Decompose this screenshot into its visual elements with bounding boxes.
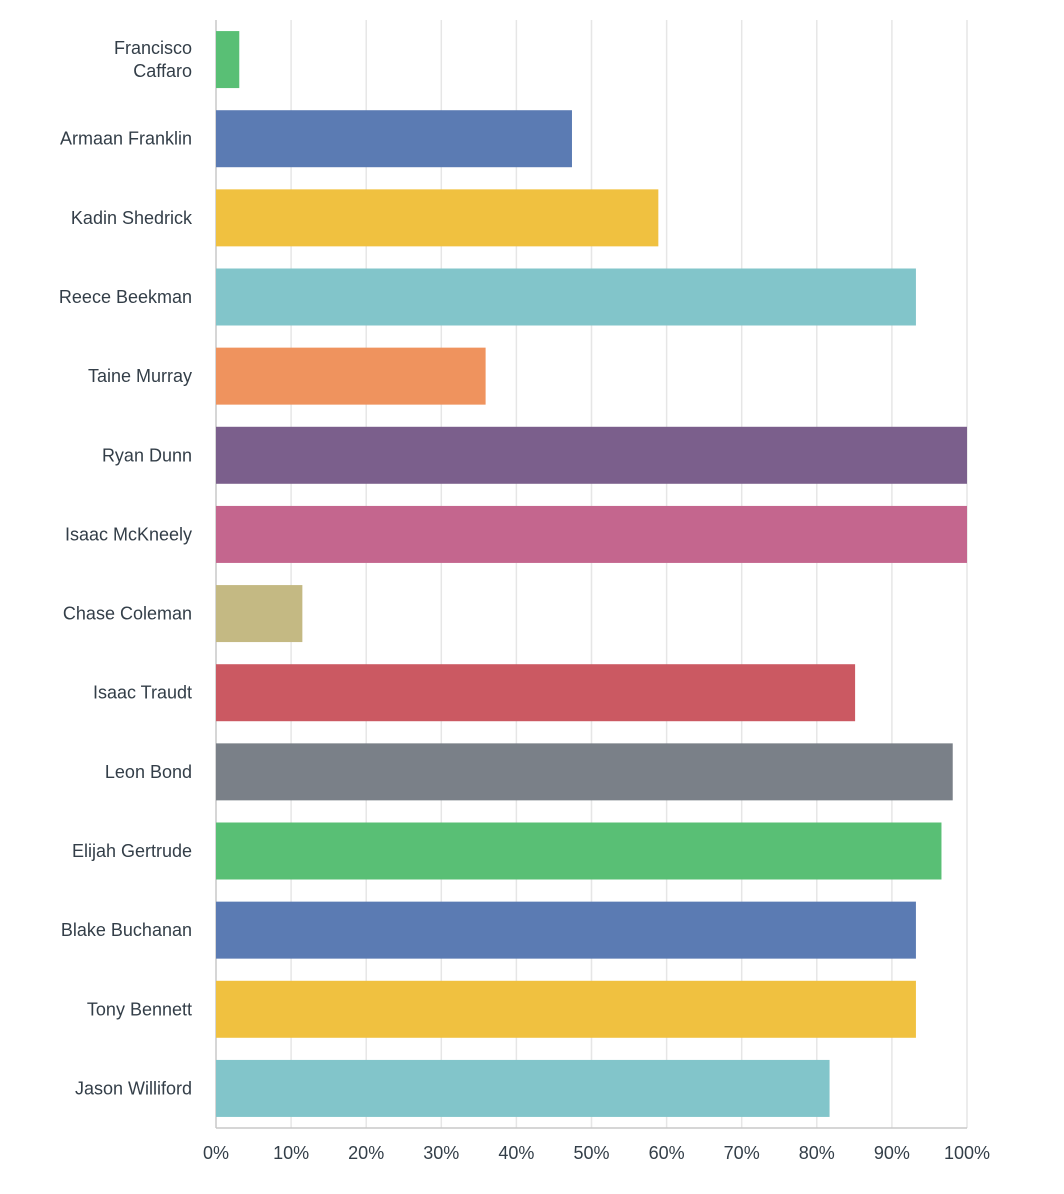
category-label-line: Taine Murray — [88, 366, 192, 386]
bar-jason-williford[interactable] — [216, 1059, 830, 1117]
bar-leon-bond[interactable] — [216, 743, 953, 801]
category-labels: Francisco Caffaro Armaan Franklin Kadin She… — [59, 38, 193, 1098]
x-tick-label-60pct: 60% — [649, 1143, 685, 1163]
category-label-armaan-franklin: Armaan Franklin — [60, 129, 192, 149]
category-label-jason-williford: Jason Williford — [75, 1078, 192, 1098]
x-tick-label-100pct: 100% — [944, 1143, 990, 1163]
grid-lines — [290, 20, 968, 1128]
category-label-line: Caffaro — [133, 61, 192, 81]
category-label-line: Reece Beekman — [59, 287, 192, 307]
category-label-chase-coleman: Chase Coleman — [63, 604, 192, 624]
x-tick-label-90pct: 90% — [874, 1143, 910, 1163]
bar-armaan-franklin[interactable] — [216, 110, 572, 168]
bar-reece-beekman[interactable] — [216, 268, 916, 326]
category-label-line: Isaac McKneely — [65, 524, 192, 544]
category-label-tony-bennett: Tony Bennett — [87, 999, 192, 1019]
bar-elijah-gertrude[interactable] — [216, 822, 942, 880]
bar-tony-bennett[interactable] — [216, 980, 916, 1038]
x-tick-label-40pct: 40% — [498, 1143, 534, 1163]
category-label-francisco-caffaro: Francisco Caffaro — [114, 38, 192, 81]
category-label-line: Tony Bennett — [87, 999, 192, 1019]
bar-isaac-traudt[interactable] — [216, 664, 856, 722]
bar-ryan-dunn[interactable] — [216, 426, 967, 484]
category-label-line: Blake Buchanan — [61, 920, 192, 940]
category-label-isaac-mckneely: Isaac McKneely — [65, 524, 192, 544]
bar-isaac-mckneely[interactable] — [216, 505, 967, 563]
category-label-line: Armaan Franklin — [60, 129, 192, 149]
category-label-line: Jason Williford — [75, 1078, 192, 1098]
category-label-line: Isaac Traudt — [93, 683, 192, 703]
bars — [216, 31, 967, 1117]
category-label-isaac-traudt: Isaac Traudt — [93, 683, 192, 703]
category-label-line: Elijah Gertrude — [72, 841, 192, 861]
category-label-line: Ryan Dunn — [102, 445, 192, 465]
x-tick-label-70pct: 70% — [724, 1143, 760, 1163]
category-label-kadin-shedrick: Kadin Shedrick — [71, 208, 193, 228]
x-tick-label-80pct: 80% — [799, 1143, 835, 1163]
category-label-reece-beekman: Reece Beekman — [59, 287, 192, 307]
category-label-elijah-gertrude: Elijah Gertrude — [72, 841, 192, 861]
category-label-ryan-dunn: Ryan Dunn — [102, 445, 192, 465]
category-label-line: Francisco — [114, 38, 192, 58]
bar-francisco-caffaro[interactable] — [216, 31, 240, 89]
bar-kadin-shedrick[interactable] — [216, 189, 659, 247]
bar-blake-buchanan[interactable] — [216, 901, 916, 959]
category-label-line: Chase Coleman — [63, 604, 192, 624]
category-label-leon-bond: Leon Bond — [105, 762, 192, 782]
bar-chase-coleman[interactable] — [216, 585, 303, 643]
category-label-taine-murray: Taine Murray — [88, 366, 192, 386]
category-label-line: Kadin Shedrick — [71, 208, 193, 228]
category-label-blake-buchanan: Blake Buchanan — [61, 920, 192, 940]
x-tick-label-30pct: 30% — [423, 1143, 459, 1163]
category-label-line: Leon Bond — [105, 762, 192, 782]
bar-taine-murray[interactable] — [216, 347, 486, 405]
x-tick-label-20pct: 20% — [348, 1143, 384, 1163]
x-tick-label-10pct: 10% — [273, 1143, 309, 1163]
x-tick-labels: 0% 10% 20% 30% 40% 50% 60% 70% 80% 90% 100% — [203, 1143, 990, 1163]
x-tick-label-50pct: 50% — [573, 1143, 609, 1163]
x-tick-label-0pct: 0% — [203, 1143, 229, 1163]
